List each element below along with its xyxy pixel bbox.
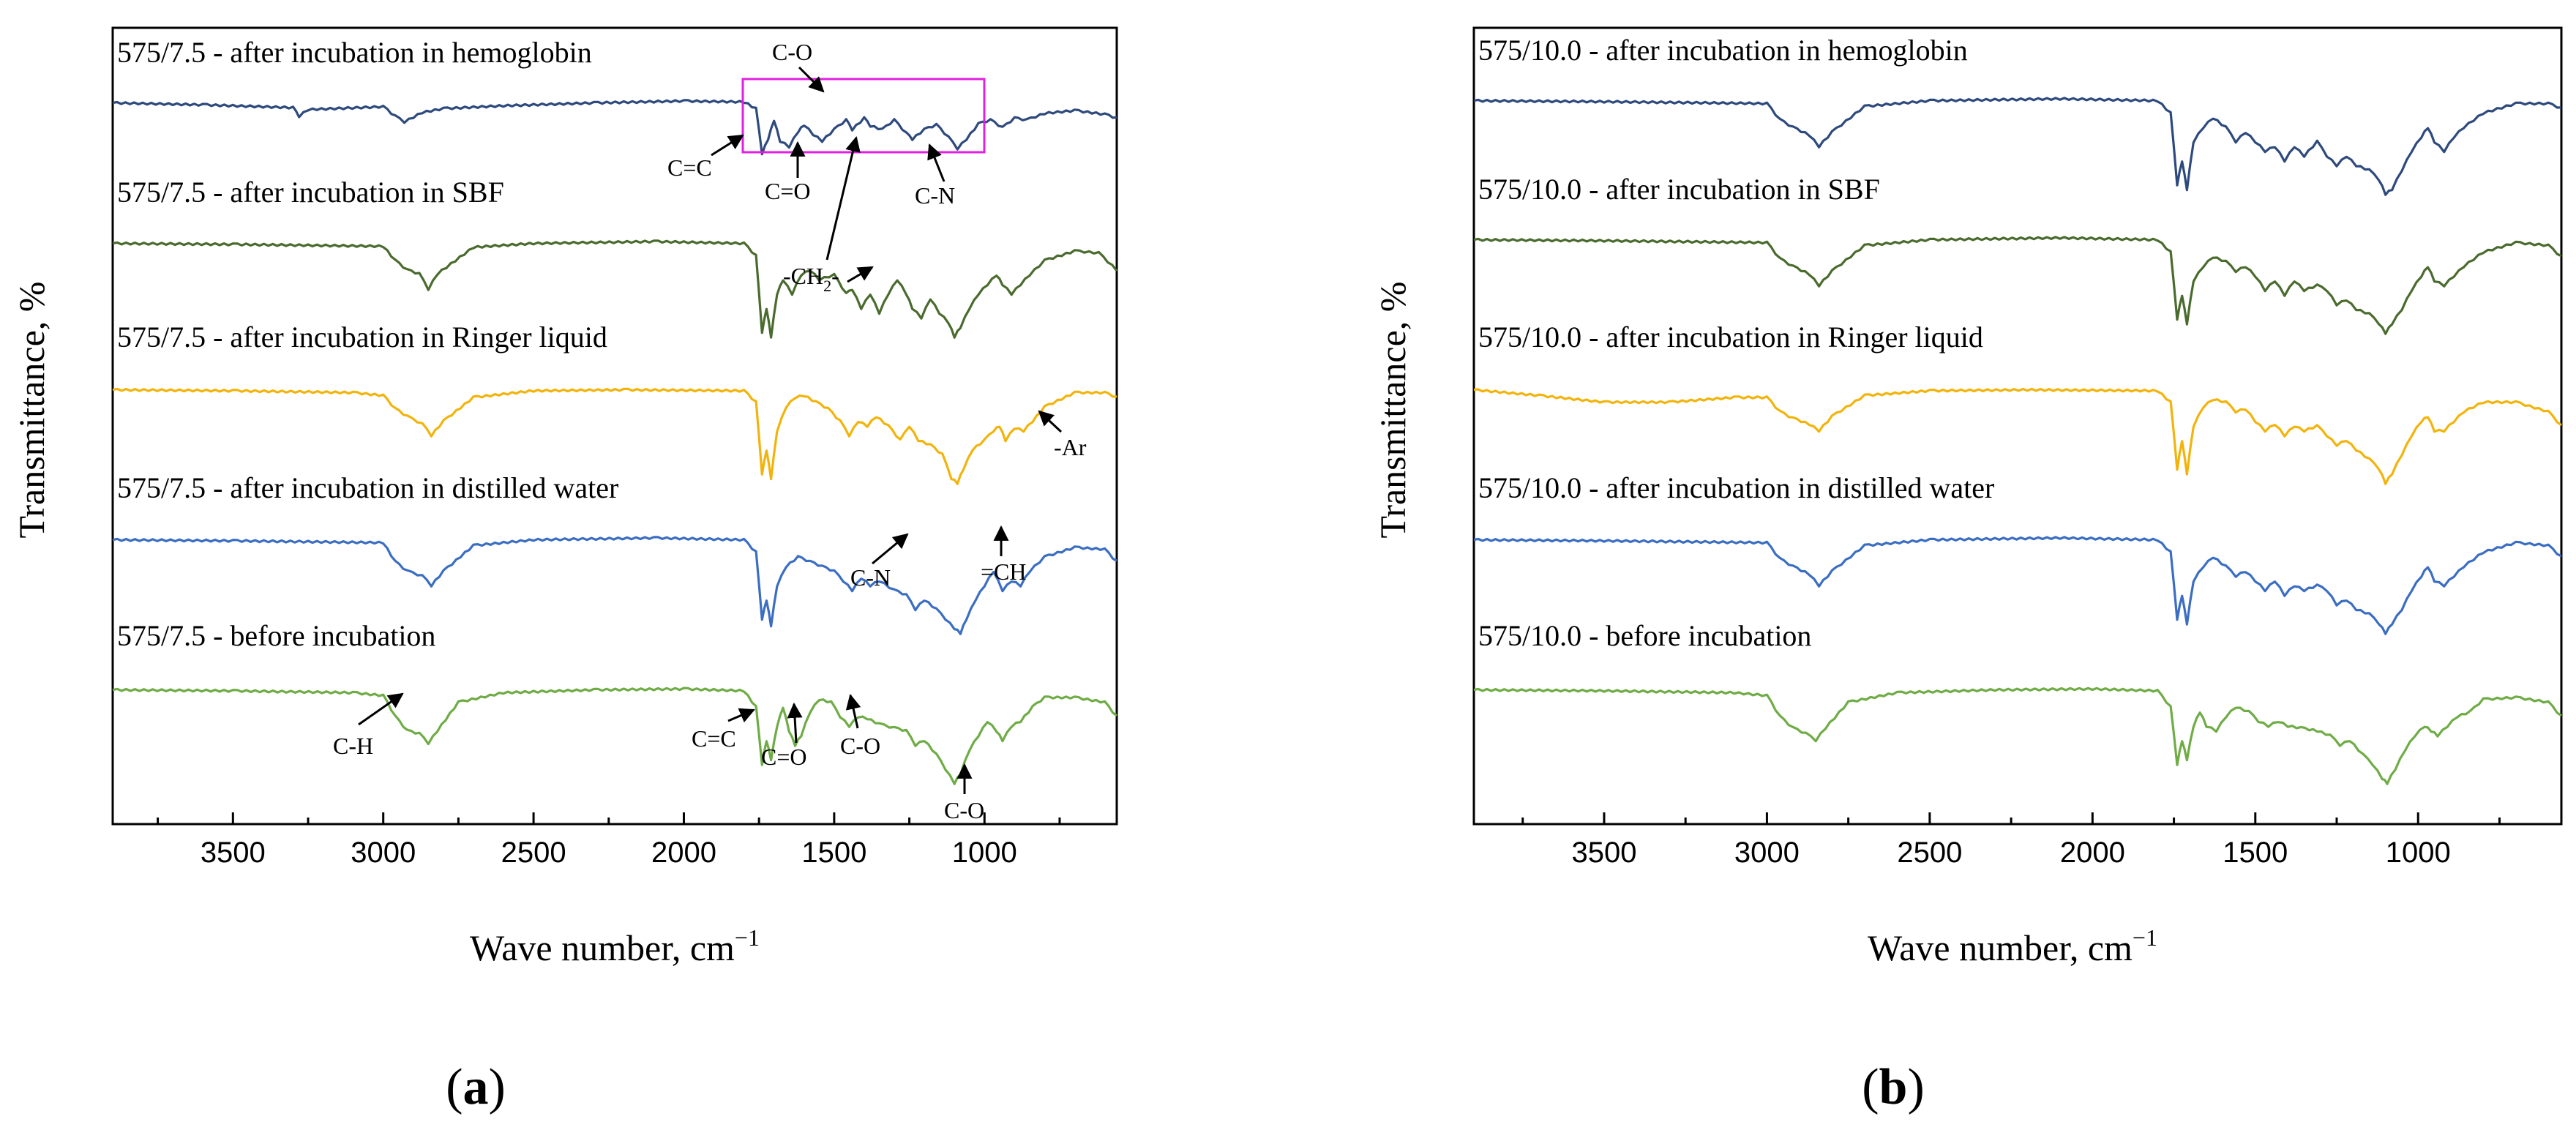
arrow-ch2-short [847,266,874,283]
panel-a-series-group [112,99,1118,785]
spectrum-line-a-2 [112,387,1117,485]
x-tick-label: 3000 [351,837,416,869]
panel-a-curve-label-sbf: 575/7.5 - after incubation in SBF [117,176,504,209]
panel-a-plot-area [111,26,1118,826]
x-tick-label: 1000 [2386,837,2451,869]
panel-b-x-axis: 3500 3000 2500 2000 1500 1000 [1521,812,2501,869]
x-tick-label: 1000 [952,837,1017,869]
x-tick-label: 2500 [501,837,566,869]
x-tick-label: 3500 [201,837,266,869]
x-tick-label: 1500 [801,837,866,869]
spectrum-line-b-3 [1473,536,2562,635]
annot-ch2: -CH2- [783,263,839,295]
spectrum-line-b-0 [1473,97,2562,196]
panel-a-y-axis-title: Transmittance, % [11,282,52,539]
spectrum-line-a-4 [112,687,1117,785]
annot-c-c-bottom: C=C [692,725,736,752]
x-tick-label: 3000 [1734,837,1800,869]
panel-b-curve-label-before: 575/10.0 - before incubation [1478,619,1811,652]
x-tick-label: 2000 [651,837,716,869]
annot-c-o-lowest: C-O [944,797,984,823]
annot-c-c-top: C=C [667,154,712,181]
spectrum-line-a-3 [112,536,1117,635]
panel-a-curve-label-before: 575/7.5 - before incubation [117,619,435,652]
annot-ch-eq: =CH [981,558,1027,585]
panel-b-y-axis-title: Transmittance, % [1372,282,1413,539]
panel-b-curve-label-ringer: 575/10.0 - after incubation in Ringer li… [1478,321,1983,353]
panel-b-x-axis-title: Wave number, cm−1 [1868,924,2157,968]
panel-b-curve-label-hemoglobin: 575/10.0 - after incubation in hemoglobi… [1478,34,1968,67]
x-tick-label: 2500 [1897,837,1962,869]
spectrum-line-b-4 [1473,687,2562,785]
panel-a-label: (a) [446,1059,506,1115]
annot-c-o-top: C-O [772,39,812,65]
arrow-c-o-double-bottom [787,702,803,744]
annot-c-o-double-top: C=O [765,178,811,204]
arrow-ch2-long [825,135,861,261]
annot-c-n-mid: C-N [850,564,891,591]
highlight-box [741,78,986,154]
arrow-ar [1038,410,1063,433]
arrow-c-o-top [798,66,825,93]
spectrum-line-b-2 [1473,387,2562,485]
x-tick-label: 1500 [2223,837,2288,869]
arrow-c-n-top [927,143,946,182]
arrow-c-c-bottom [727,708,755,723]
arrow-c-n-mid [872,533,909,565]
x-tick-label: 3500 [1571,837,1636,869]
annot-c-o-double-bottom: C=O [761,744,807,770]
annot-c-h: C-H [333,733,373,759]
panel-a-x-axis-title: Wave number, cm−1 [470,924,760,968]
arrow-c-o-bottom [845,693,861,729]
x-tick-label: 2000 [2060,837,2125,869]
panel-a-annotations: C-O C=C C=O C-N -CH2- -Ar C-N =CH C-H C=… [333,39,1087,823]
panel-b-curve-label-water: 575/10.0 - after incubation in distilled… [1478,471,1994,504]
panel-b-curve-label-sbf: 575/10.0 - after incubation in SBF [1478,173,1880,206]
panel-b-label: (b) [1862,1059,1925,1115]
panel-b-series-group [1473,97,2562,785]
annot-c-o-bottom: C-O [840,733,880,759]
panel-a-x-axis: 3500 3000 2500 2000 1500 1000 [157,812,1061,869]
panel-b-plot-area [1472,26,2563,826]
arrow-c-h [358,692,404,726]
spectrum-line-a-1 [112,239,1118,339]
arrow-c-c-top [711,134,744,157]
panel-a-curve-label-hemoglobin: 575/7.5 - after incubation in hemoglobin [117,36,592,69]
annot-ar: -Ar [1054,434,1087,460]
spectrum-line-a-0 [112,99,1117,156]
panel-a-curve-label-ringer: 575/7.5 - after incubation in Ringer liq… [117,321,607,353]
annot-c-n-top: C-N [915,182,955,209]
spectrum-line-b-1 [1473,236,2562,335]
panel-a-curve-label-water: 575/7.5 - after incubation in distilled … [117,471,618,504]
